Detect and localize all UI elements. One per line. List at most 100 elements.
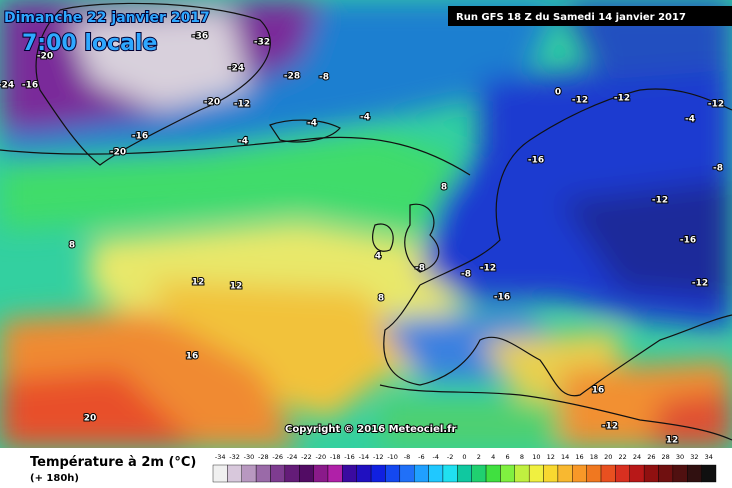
scale-swatch — [370, 464, 386, 483]
scale-swatch — [399, 464, 415, 483]
run-box — [448, 6, 732, 26]
scale-swatch — [457, 464, 472, 483]
scale-label: -10 — [387, 453, 398, 461]
map-label: 12 — [192, 278, 205, 288]
scale-label: -16 — [344, 453, 355, 461]
scale-label: -12 — [373, 453, 384, 461]
map-label: 20 — [84, 414, 97, 424]
map-labels: -24 -16 -20 -36 -32 -28 -24 -20 -12 -8 -4 -16 -20 -4 -… — [0, 31, 725, 447]
map-label: -16 — [680, 236, 696, 246]
scale-swatch — [327, 464, 343, 483]
map-label: -24 — [0, 81, 14, 91]
scale-swatch — [629, 464, 645, 483]
scale-swatch — [270, 464, 286, 483]
forecast-time: 7:00 locale — [22, 31, 157, 56]
map-label: -20 — [204, 98, 220, 108]
scale-label: -18 — [330, 453, 341, 461]
scale-label: -6 — [418, 453, 424, 461]
map-label: -4 — [685, 115, 695, 125]
scale-label: -34 — [215, 453, 226, 461]
legend-title: Température à 2m (°C) — [30, 455, 196, 470]
scale-label: 32 — [690, 453, 698, 461]
map-label: -20 — [110, 148, 126, 158]
map-label: -16 — [494, 293, 510, 303]
scale-label: 0 — [462, 453, 466, 461]
scale-label: -24 — [287, 453, 298, 461]
map-label: -4 — [360, 113, 370, 123]
scale-label: 20 — [604, 453, 612, 461]
map-label: -16 — [528, 156, 544, 166]
map-label: -8 — [461, 270, 471, 280]
map-label: -32 — [254, 38, 270, 48]
map-label: -16 — [22, 81, 38, 91]
temperature-field: -24 -16 -20 -36 -32 -28 -24 -20 -12 -8 -4 -16 -20 -4 -… — [0, 0, 732, 448]
scale-swatch — [701, 464, 717, 483]
scale-swatch — [284, 464, 300, 483]
scale-swatch — [471, 464, 487, 483]
map-label: -4 — [307, 119, 317, 129]
scale-label: -22 — [301, 453, 312, 461]
forecast-date: Dimanche 22 janvier 2017 — [4, 10, 210, 26]
map-label: -20 — [37, 52, 53, 62]
scale-swatch — [212, 464, 228, 483]
scale-label: 22 — [618, 453, 626, 461]
map-label: 0 — [555, 88, 561, 98]
scale-swatch — [313, 464, 329, 483]
copyright: Copyright © 2016 Meteociel.fr — [285, 424, 456, 435]
scale-swatch — [672, 464, 688, 483]
scale-swatch — [299, 464, 314, 483]
map-label: 12 — [230, 282, 243, 292]
scale-swatch — [227, 464, 242, 483]
scale-label: 10 — [532, 453, 540, 461]
scale-swatch — [500, 464, 515, 483]
map-label: -16 — [132, 132, 148, 142]
scale-label: 24 — [633, 453, 641, 461]
scale-swatch — [442, 464, 458, 483]
map-label: -12 — [708, 100, 724, 110]
scale-label: -14 — [359, 453, 370, 461]
map-label: 8 — [69, 241, 75, 251]
map-label: -12 — [614, 94, 630, 104]
scale-label: 26 — [647, 453, 655, 461]
scale-label: -4 — [433, 453, 439, 461]
scale-label: -30 — [244, 453, 255, 461]
map-label: -12 — [692, 279, 708, 289]
scale-label: -32 — [229, 453, 240, 461]
map-label: -12 — [602, 422, 618, 432]
map-label: 16 — [592, 386, 605, 396]
scale-swatch — [557, 464, 573, 483]
scale-label: 18 — [590, 453, 598, 461]
scale-swatch — [586, 464, 602, 483]
scale-label: 30 — [676, 453, 684, 461]
scale-label: 14 — [561, 453, 569, 461]
scale-swatch — [485, 464, 501, 483]
scale-swatch — [241, 464, 257, 483]
map-label: -8 — [713, 164, 723, 174]
coastlines — [0, 2, 732, 441]
scale-swatch — [528, 464, 544, 483]
map-label: 8 — [378, 294, 384, 304]
scale-swatch — [255, 464, 271, 483]
scale-swatch — [687, 464, 702, 483]
map-label: -24 — [228, 64, 244, 74]
map-label: -28 — [284, 72, 300, 82]
lead-time: (+ 180h) — [30, 473, 79, 484]
scale-swatch — [385, 464, 401, 483]
map-label: -12 — [572, 96, 588, 106]
scale-label: 28 — [662, 453, 670, 461]
scale-swatch — [572, 464, 587, 483]
run-info: Run GFS 18 Z du Samedi 14 janvier 2017 — [456, 12, 686, 23]
scale-label: 4 — [491, 453, 495, 461]
scale-label: 16 — [575, 453, 583, 461]
scale-swatch — [643, 464, 659, 483]
scale-swatch — [658, 464, 674, 483]
scale-swatch — [615, 464, 630, 483]
scale-swatch — [428, 464, 444, 483]
scale-swatch — [414, 464, 429, 483]
scale-swatch — [342, 464, 357, 483]
scale-swatch — [600, 464, 616, 483]
map-label: -8 — [319, 73, 329, 83]
scale-label: -28 — [258, 453, 269, 461]
map-label: -12 — [234, 100, 250, 110]
